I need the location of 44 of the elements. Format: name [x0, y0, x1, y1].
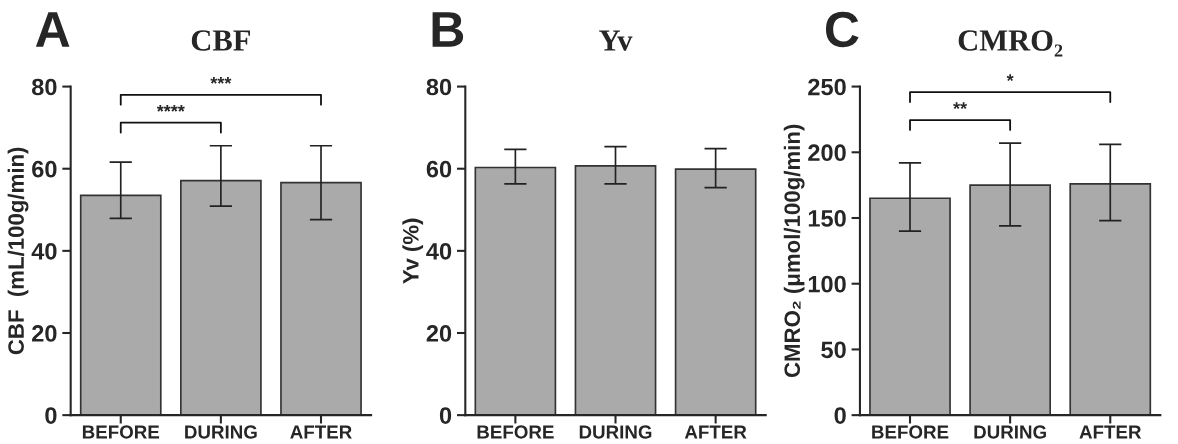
x-tick-label: AFTER — [290, 425, 352, 439]
y-tick-label: 0 — [439, 407, 452, 424]
y-tick-label: 80 — [31, 78, 57, 96]
x-tick-label: AFTER — [1079, 425, 1142, 439]
bar — [79, 194, 162, 416]
x-tick-label: DURING — [185, 425, 257, 439]
y-tick-label: 0 — [45, 407, 57, 424]
x-tick-label: BEFORE — [82, 425, 160, 439]
y-tick-label: 50 — [821, 341, 846, 359]
chart-title: CBF — [191, 30, 250, 51]
text: *** — [210, 76, 232, 84]
bar — [869, 197, 951, 416]
x-tick-label: BEFORE — [872, 425, 949, 439]
y-axis-title: CBF (mL/100g/min) — [7, 147, 29, 355]
bar — [1069, 182, 1152, 416]
chart-title: Yv — [599, 30, 633, 51]
y-axis-title: Yv (%) — [402, 218, 424, 284]
y-tick-label: 20 — [426, 325, 452, 342]
text: A — [35, 12, 70, 47]
x-tick-label: DURING — [579, 425, 652, 439]
annotation: **** — [156, 104, 185, 112]
y-tick-label: 60 — [426, 160, 452, 178]
y-tick-label: 150 — [808, 210, 846, 227]
y-tick-label: 100 — [808, 275, 846, 293]
y-tick-label: 80 — [426, 78, 452, 96]
bar — [280, 181, 362, 416]
y-tick-label: 60 — [32, 160, 57, 178]
y-tick-label: 250 — [808, 78, 846, 96]
text: C — [825, 11, 859, 48]
x-tick-label: AFTER — [684, 425, 747, 439]
x-tick-label: BEFORE — [477, 425, 554, 439]
annotation: ** — [953, 102, 968, 109]
y-axis-title: CMRO₂ (μmol/100g/min) — [783, 124, 805, 378]
x-tick-label: DURING — [974, 425, 1046, 439]
y-tick-label: 200 — [808, 144, 846, 162]
text: B — [432, 12, 464, 47]
bar — [969, 184, 1052, 416]
y-tick-label: 0 — [834, 407, 846, 424]
y-tick-label: 40 — [31, 242, 57, 260]
y-tick-label: 40 — [426, 242, 452, 260]
bar — [179, 179, 262, 416]
text: * — [1006, 74, 1014, 82]
y-tick-label: 20 — [32, 325, 57, 342]
chart-title: CMRO₂ — [958, 30, 1063, 57]
